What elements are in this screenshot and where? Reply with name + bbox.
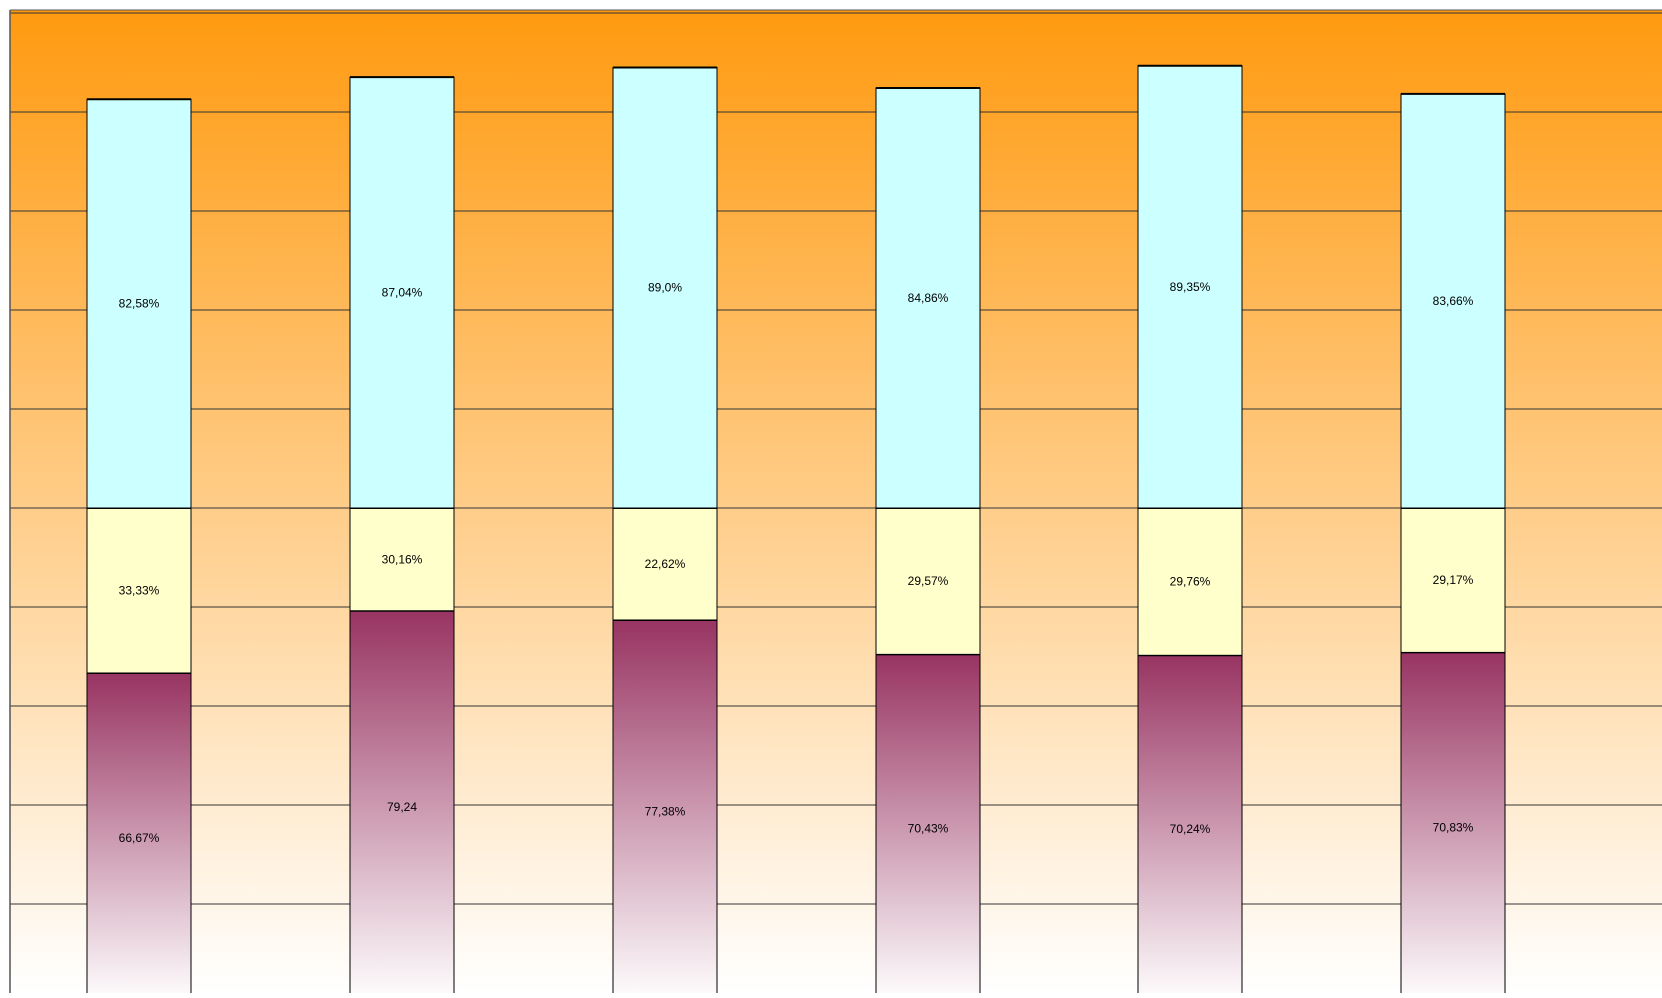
data-label-bottom: 70,43% [908, 822, 949, 836]
gridlines [10, 12, 1662, 905]
data-label-bottom: 77,38% [645, 804, 686, 818]
data-label-bottom: 70,24% [1170, 822, 1211, 836]
data-label-middle: 33,33% [119, 583, 160, 597]
bar-segment-bottom [875, 653, 981, 998]
data-label-top: 84,86% [908, 291, 949, 305]
data-label-middle: 29,17% [1433, 573, 1474, 587]
bar-segment-top [612, 66, 718, 509]
plot-background [10, 10, 1662, 993]
bar-segment-middle [86, 507, 192, 674]
bars [86, 64, 1506, 998]
bar-segment-middle [1400, 507, 1506, 653]
bar-segment-top [875, 87, 981, 509]
data-label-top: 82,58% [119, 297, 160, 311]
bar-segment-middle [349, 507, 455, 612]
data-label-middle: 29,57% [908, 574, 949, 588]
bar-segment-bottom [86, 672, 192, 998]
bar-segment-bottom [1400, 651, 1506, 998]
bar-segment-middle [875, 507, 981, 655]
bar-segment-bottom [612, 619, 718, 998]
bar-segment-middle [1137, 507, 1243, 656]
data-label-middle: 29,76% [1170, 575, 1211, 589]
bar-segment-top [1400, 93, 1506, 509]
data-label-bottom: 79,24 [387, 800, 417, 814]
data-label-top: 87,04% [382, 286, 423, 300]
data-label-bottom: 70,83% [1433, 821, 1474, 835]
bar-segment-bottom [1137, 654, 1243, 998]
data-label-top: 89,35% [1170, 280, 1211, 294]
bar-segment-bottom [349, 610, 455, 998]
bar-segment-middle [612, 507, 718, 621]
data-label-middle: 30,16% [382, 552, 423, 566]
data-label-top: 89,0% [648, 281, 682, 295]
bar-segment-top [86, 98, 192, 509]
data-label-middle: 22,62% [645, 557, 686, 571]
data-label-top: 83,66% [1433, 294, 1474, 308]
bar-segment-top [1137, 65, 1243, 509]
data-labels: 66,67% 33,33% 82,58% 79,24 30,16% 87,04% 77,38… [119, 280, 1474, 845]
data-label-bottom: 66,67% [119, 831, 160, 845]
